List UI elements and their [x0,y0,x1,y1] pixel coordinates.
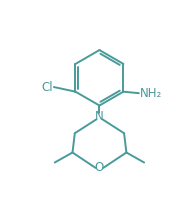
Text: Cl: Cl [42,81,53,93]
Text: N: N [95,110,104,123]
Text: NH₂: NH₂ [140,87,162,100]
Text: O: O [95,161,104,174]
